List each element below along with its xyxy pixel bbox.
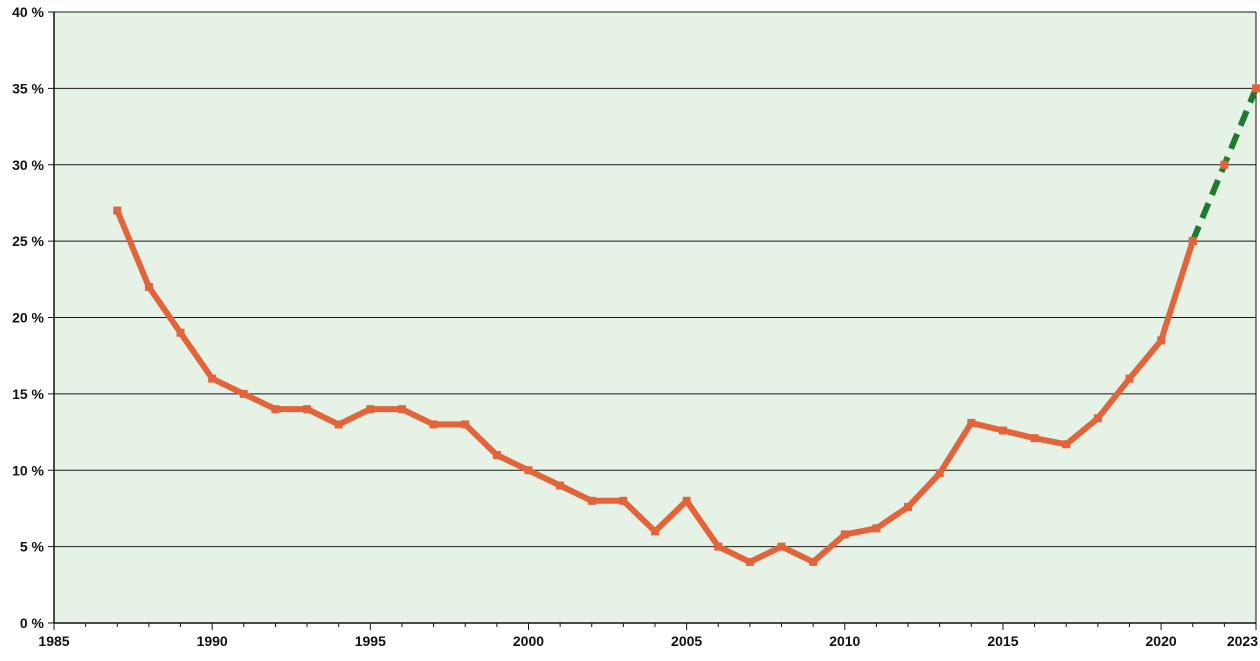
data-point (935, 469, 944, 478)
data-point (587, 496, 596, 505)
data-point (524, 466, 533, 475)
y-axis-ticks: 0 % 5 % 10 % 15 % 20 % 25 % 30 % 35 % 40 % (12, 4, 54, 631)
data-point (492, 450, 501, 459)
data-point (208, 374, 217, 383)
x-tick-label: 2010 (829, 633, 860, 649)
data-point (303, 405, 312, 414)
data-point (1062, 440, 1071, 449)
y-tick-label: 5 % (20, 539, 45, 555)
data-point (967, 418, 976, 427)
data-point (998, 426, 1007, 435)
x-tick-label: 2015 (987, 633, 1018, 649)
series (113, 84, 1260, 566)
y-tick-label: 35 % (12, 80, 44, 96)
y-tick-label: 15 % (12, 386, 44, 402)
data-point (904, 502, 913, 511)
data-point (1220, 160, 1229, 169)
data-point (1030, 434, 1039, 443)
data-point (1252, 84, 1260, 93)
data-point (144, 282, 153, 291)
x-axis-ticks: 1985 1990 1995 2000 2005 2010 2015 2020 2023 (38, 623, 1258, 649)
data-point (1188, 237, 1197, 246)
data-point (745, 557, 754, 566)
data-point (777, 542, 786, 551)
y-tick-label: 40 % (12, 4, 44, 20)
data-point (176, 328, 185, 337)
y-tick-label: 20 % (12, 310, 44, 326)
data-point (1093, 414, 1102, 423)
data-point (651, 527, 659, 536)
data-point (461, 420, 470, 429)
data-point (872, 524, 881, 533)
y-tick-label: 10 % (12, 462, 44, 478)
data-point (682, 496, 691, 505)
x-tick-label: 1985 (38, 633, 69, 649)
x-tick-label: 2000 (513, 633, 544, 649)
y-tick-label: 30 % (12, 157, 44, 173)
data-point (334, 420, 343, 429)
x-tick-label: 2023 (1227, 633, 1258, 649)
data-point (239, 389, 248, 398)
data-point (271, 405, 280, 414)
data-point (714, 542, 723, 551)
data-point (840, 530, 849, 539)
data-point (809, 557, 818, 566)
data-point (1157, 336, 1166, 345)
x-tick-label: 1990 (197, 633, 228, 649)
y-tick-label: 25 % (12, 233, 44, 249)
data-point (1125, 374, 1134, 383)
data-point (113, 206, 122, 215)
data-point (397, 405, 406, 414)
data-point (429, 420, 438, 429)
y-tick-label: 0 % (20, 615, 45, 631)
gridlines (54, 11, 1256, 548)
data-point (556, 481, 565, 490)
data-point (366, 405, 375, 414)
x-tick-label: 2020 (1146, 633, 1177, 649)
x-tick-label: 2005 (671, 633, 702, 649)
x-tick-label: 1995 (355, 633, 386, 649)
data-point (619, 496, 628, 505)
